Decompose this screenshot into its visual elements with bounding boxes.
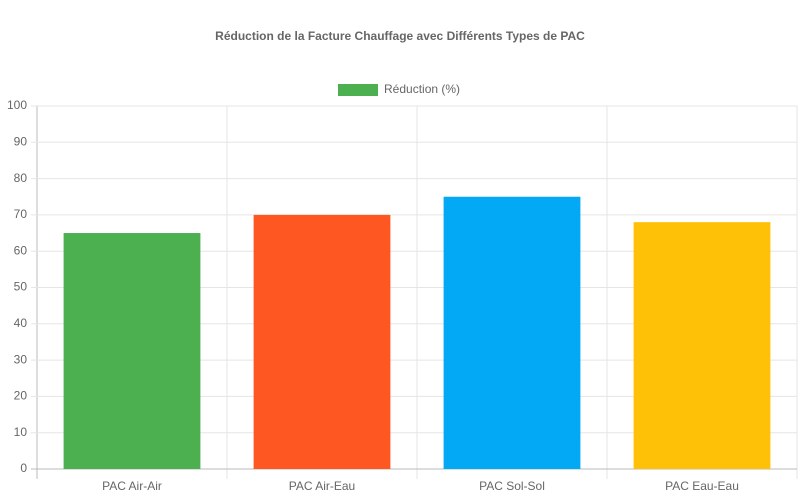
bar — [443, 196, 581, 469]
x-tick-label: PAC Air-Air — [102, 479, 162, 493]
chart-title: Réduction de la Facture Chauffage avec D… — [215, 29, 585, 43]
legend-label: Réduction (%) — [384, 82, 460, 96]
y-tick-label: 60 — [14, 243, 28, 257]
bar — [63, 233, 201, 469]
bar — [633, 222, 771, 469]
y-tick-label: 0 — [20, 461, 27, 475]
x-tick-label: PAC Eau-Eau — [665, 479, 739, 493]
y-tick-label: 90 — [14, 134, 28, 148]
y-tick-label: 50 — [14, 280, 28, 294]
x-tick-label: PAC Sol-Sol — [479, 479, 545, 493]
legend-swatch — [338, 84, 378, 96]
x-tick-label: PAC Air-Eau — [289, 479, 355, 493]
y-tick-label: 10 — [14, 425, 28, 439]
y-tick-label: 30 — [14, 352, 28, 366]
bar — [253, 214, 391, 469]
y-tick-label: 40 — [14, 316, 28, 330]
y-tick-label: 20 — [14, 389, 28, 403]
y-tick-label: 80 — [14, 171, 28, 185]
y-tick-label: 70 — [14, 207, 28, 221]
y-tick-label: 100 — [7, 98, 27, 112]
